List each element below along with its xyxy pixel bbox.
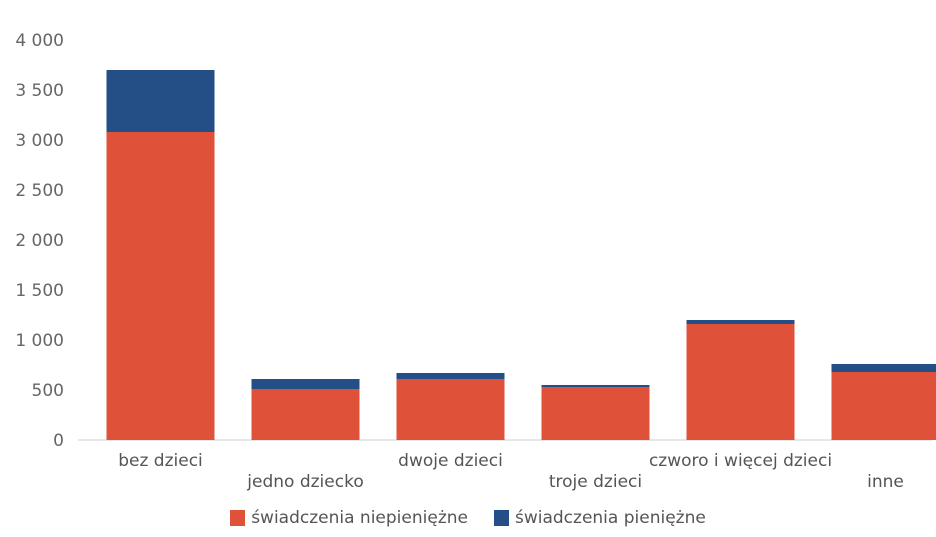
y-tick-label: 1 500	[15, 281, 64, 301]
bar-segment-pieniezne	[831, 364, 936, 372]
x-axis: bez dzieci jedno dziecko dwoje dzieci troje…	[118, 451, 904, 492]
y-tick-label: 2 500	[15, 181, 64, 201]
legend-swatch-pieniezne	[493, 510, 509, 526]
bar-segment-pieniezne	[541, 385, 650, 387]
bar-segment-niepieniezne	[106, 132, 215, 440]
bar-segment-pieniezne	[396, 373, 505, 379]
y-axis: 0 500 1 000 1 500 2 000 2 500 3 000 3 500 4 000	[15, 31, 64, 451]
legend: świadczenia niepieniężne świadczenia pie…	[0, 508, 936, 528]
y-tick-label: 4 000	[15, 31, 64, 51]
y-tick-label: 3 000	[15, 131, 64, 151]
bar-segment-niepieniezne	[251, 389, 360, 440]
y-tick-label: 0	[53, 431, 64, 451]
bar-segment-pieniezne	[251, 379, 360, 389]
legend-label-niepieniezne: świadczenia niepieniężne	[251, 508, 468, 528]
x-tick-label: czworo i więcej dzieci	[649, 451, 832, 471]
x-tick-label: jedno dziecko	[246, 472, 363, 492]
x-tick-label: inne	[867, 472, 904, 492]
bar-segment-niepieniezne	[686, 324, 795, 440]
legend-label-pieniezne: świadczenia pieniężne	[514, 508, 706, 528]
x-tick-label: bez dzieci	[118, 451, 203, 471]
bar-segment-pieniezne	[106, 70, 215, 132]
y-tick-label: 2 000	[15, 231, 64, 251]
y-tick-label: 1 000	[15, 331, 64, 351]
bars	[106, 70, 936, 440]
bar-segment-niepieniezne	[541, 387, 650, 440]
legend-item-niepieniezne: świadczenia niepieniężne	[230, 508, 468, 528]
legend-item-pieniezne: świadczenia pieniężne	[493, 508, 706, 528]
y-tick-label: 3 500	[15, 81, 64, 101]
x-tick-label: dwoje dzieci	[398, 451, 503, 471]
legend-swatch-niepieniezne	[230, 510, 246, 526]
bar-segment-pieniezne	[686, 320, 795, 324]
bar-segment-niepieniezne	[831, 372, 936, 440]
x-tick-label: troje dzieci	[549, 472, 642, 492]
y-tick-label: 500	[32, 381, 64, 401]
bar-segment-niepieniezne	[396, 379, 505, 440]
